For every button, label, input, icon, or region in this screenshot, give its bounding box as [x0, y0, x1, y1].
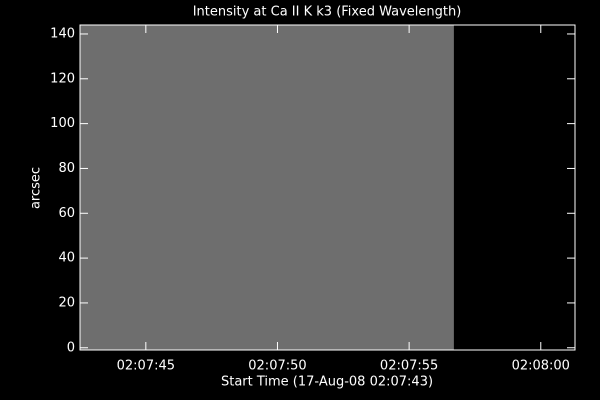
- y-tick-label: 20: [58, 295, 75, 310]
- y-tick-label: 0: [67, 340, 75, 355]
- x-tick-label: 02:08:00: [512, 359, 570, 374]
- x-tick-label: 02:07:50: [248, 359, 306, 374]
- x-axis-label: Start Time (17-Aug-08 02:07:43): [221, 375, 433, 390]
- plot-frame: [79, 24, 576, 351]
- y-tick-label: 100: [50, 116, 75, 131]
- y-axis-label: arcsec: [29, 167, 44, 209]
- chart-title: Intensity at Ca II K k3 (Fixed Wavelengt…: [193, 5, 462, 20]
- x-tick-label: 02:07:45: [117, 359, 175, 374]
- image-region: [80, 25, 454, 350]
- y-tick-label: 120: [50, 71, 75, 86]
- y-tick-label: 40: [58, 251, 75, 266]
- y-tick-label: 60: [58, 206, 75, 221]
- y-tick-label: 140: [50, 26, 75, 41]
- y-tick-label: 80: [58, 161, 75, 176]
- x-tick-label: 02:07:55: [380, 359, 438, 374]
